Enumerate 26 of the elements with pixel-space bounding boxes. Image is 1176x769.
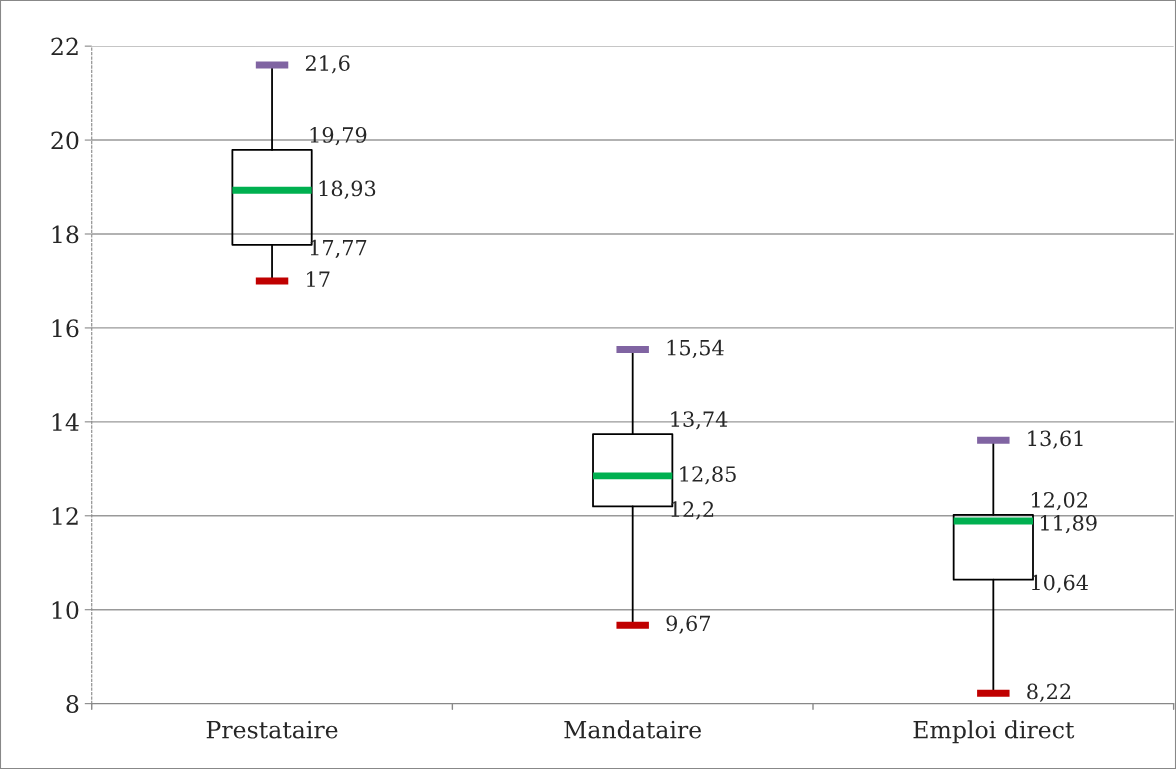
x-tick-label: Mandataire <box>564 720 702 739</box>
y-tick-label: 22 <box>51 37 78 56</box>
x-tick-label: Prestataire <box>206 720 338 739</box>
annotation: 17,77 <box>310 239 367 259</box>
x-tick-label: Emploi direct <box>913 720 1075 744</box>
annotation: 11,89 <box>1040 514 1097 534</box>
annotation: 12,02 <box>1031 491 1087 511</box>
annotation: 13,61 <box>1028 430 1083 449</box>
y-tick-label: 16 <box>52 319 79 338</box>
annotation: 10,64 <box>1031 574 1088 593</box>
annotation: 21,6 <box>305 55 350 74</box>
annotation: 8,22 <box>1027 683 1071 702</box>
y-tick-label: 20 <box>51 131 79 150</box>
y-tick-label: 14 <box>52 413 79 431</box>
annotation: 17 <box>307 271 330 287</box>
y-tick-label: 12 <box>52 507 78 525</box>
annotation: 12,85 <box>680 466 736 485</box>
y-tick-label: 8 <box>66 695 79 713</box>
annotation: 19,79 <box>310 127 367 146</box>
y-tick-label: 18 <box>52 225 79 244</box>
annotation: 9,67 <box>666 615 711 634</box>
annotation: 18,93 <box>319 180 376 199</box>
annotation: 15,54 <box>667 339 724 359</box>
y-tick-label: 10 <box>52 601 79 620</box>
annotation: 12,2 <box>671 501 714 520</box>
annotation: 13,74 <box>671 411 728 430</box>
